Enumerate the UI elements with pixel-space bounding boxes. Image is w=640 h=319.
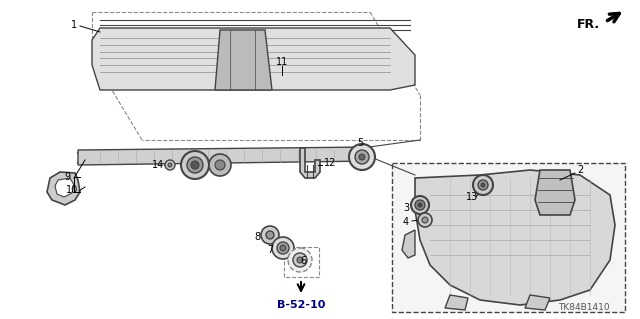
Circle shape bbox=[481, 183, 485, 187]
Polygon shape bbox=[300, 148, 320, 178]
Text: 1: 1 bbox=[71, 20, 77, 30]
Text: 14: 14 bbox=[152, 160, 164, 170]
Text: 5: 5 bbox=[357, 138, 363, 148]
Circle shape bbox=[266, 231, 274, 239]
Text: TK84B1410: TK84B1410 bbox=[558, 303, 610, 313]
Circle shape bbox=[181, 151, 209, 179]
Polygon shape bbox=[445, 295, 468, 310]
Circle shape bbox=[261, 226, 279, 244]
Text: 8: 8 bbox=[254, 232, 260, 242]
Circle shape bbox=[418, 203, 422, 207]
Circle shape bbox=[272, 237, 294, 259]
Polygon shape bbox=[535, 170, 575, 215]
Text: FR.: FR. bbox=[577, 18, 600, 31]
Polygon shape bbox=[92, 28, 415, 90]
Circle shape bbox=[478, 180, 488, 190]
Polygon shape bbox=[78, 147, 370, 165]
Polygon shape bbox=[392, 163, 625, 312]
Text: 6: 6 bbox=[300, 256, 306, 266]
Circle shape bbox=[473, 175, 493, 195]
Circle shape bbox=[355, 150, 369, 164]
Text: 13: 13 bbox=[466, 192, 478, 202]
Circle shape bbox=[187, 157, 203, 173]
Circle shape bbox=[191, 161, 199, 169]
Polygon shape bbox=[47, 172, 80, 205]
Circle shape bbox=[349, 144, 375, 170]
Text: 4: 4 bbox=[403, 217, 409, 227]
Circle shape bbox=[411, 196, 429, 214]
Circle shape bbox=[277, 242, 289, 254]
Circle shape bbox=[415, 200, 425, 210]
Circle shape bbox=[215, 160, 225, 170]
Circle shape bbox=[418, 213, 432, 227]
Circle shape bbox=[359, 154, 365, 160]
Text: 12: 12 bbox=[324, 158, 336, 168]
Circle shape bbox=[422, 217, 428, 223]
Circle shape bbox=[165, 160, 175, 170]
Circle shape bbox=[297, 257, 303, 263]
Text: 3: 3 bbox=[403, 203, 409, 213]
Circle shape bbox=[168, 163, 172, 167]
Circle shape bbox=[288, 248, 312, 272]
Polygon shape bbox=[402, 230, 415, 258]
Circle shape bbox=[293, 253, 307, 267]
Circle shape bbox=[209, 154, 231, 176]
Text: B-52-10: B-52-10 bbox=[277, 300, 325, 310]
Polygon shape bbox=[55, 178, 74, 197]
Text: 10: 10 bbox=[66, 185, 78, 195]
Polygon shape bbox=[215, 30, 272, 90]
Text: 7: 7 bbox=[267, 245, 273, 255]
Polygon shape bbox=[415, 170, 615, 305]
Text: 2: 2 bbox=[577, 165, 583, 175]
Polygon shape bbox=[525, 295, 550, 310]
Circle shape bbox=[280, 245, 286, 251]
Text: 9: 9 bbox=[64, 172, 70, 182]
Text: 11: 11 bbox=[276, 57, 288, 67]
